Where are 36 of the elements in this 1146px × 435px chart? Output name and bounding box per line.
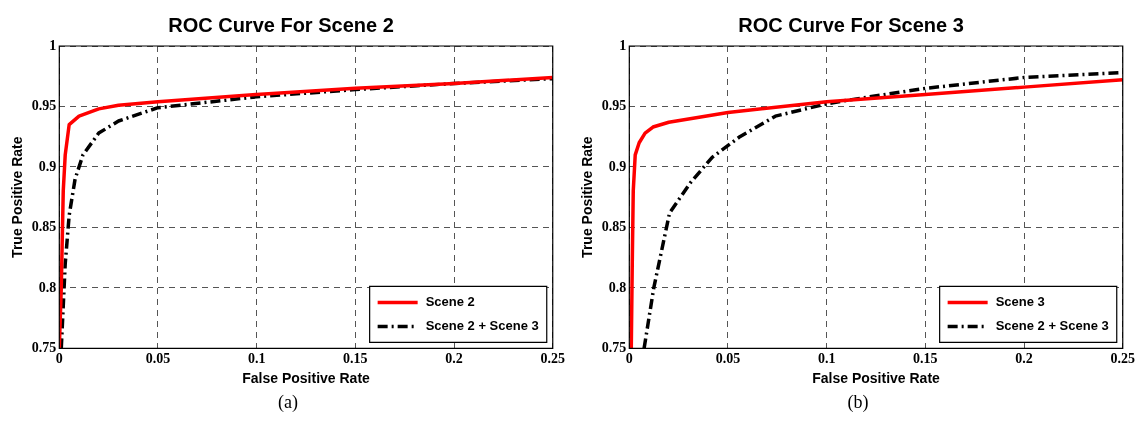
x-axis-title: False Positive Rate [242, 370, 371, 387]
chart-title: ROC Curve For Scene 3 [738, 13, 964, 36]
x-tick-label: 0.05 [715, 351, 741, 367]
x-tick-label: 0.15 [343, 351, 368, 367]
y-tick-label: 0.95 [31, 98, 57, 114]
y-tick-label: 0.75 [601, 340, 627, 356]
x-tick-label: 0.1 [247, 351, 266, 367]
y-tick-label: 0.75 [31, 340, 57, 356]
x-axis-title: False Positive Rate [812, 370, 941, 387]
x-tick-label: 0.25 [1110, 351, 1135, 367]
y-tick-label: 0.9 [38, 158, 57, 174]
y-tick-label: 0.95 [601, 98, 627, 114]
x-tick-label: 0.05 [145, 351, 171, 367]
y-tick-label: 0.9 [608, 158, 627, 174]
x-tick-label: 0.25 [540, 351, 565, 367]
legend-label: Scene 2 [425, 293, 475, 309]
legend-label: Scene 2 + Scene 3 [995, 317, 1109, 333]
x-tick-label: 0.2 [445, 351, 463, 367]
text: (a) [277, 392, 299, 413]
y-axis-title: True Positive Rate [579, 136, 596, 258]
y-tick-label: 1 [49, 37, 57, 53]
y-axis-title: True Positive Rate [9, 136, 26, 258]
y-tick-label: 0.85 [601, 219, 627, 235]
y-tick-label: 1 [619, 37, 627, 53]
legend-label: Scene 3 [995, 293, 1045, 309]
x-tick-label: 0.1 [817, 351, 836, 367]
chart-title: ROC Curve For Scene 2 [168, 13, 394, 36]
y-tick-label: 0.8 [608, 279, 627, 295]
legend-label: Scene 2 + Scene 3 [425, 317, 539, 333]
x-tick-label: 0.2 [1015, 351, 1033, 367]
x-tick-label: 0.15 [913, 351, 938, 367]
y-tick-label: 0.85 [31, 219, 57, 235]
y-tick-label: 0.8 [38, 279, 57, 295]
text: (b) [846, 392, 870, 413]
x-tick-label: 0 [55, 351, 63, 367]
x-tick-label: 0 [625, 351, 633, 367]
